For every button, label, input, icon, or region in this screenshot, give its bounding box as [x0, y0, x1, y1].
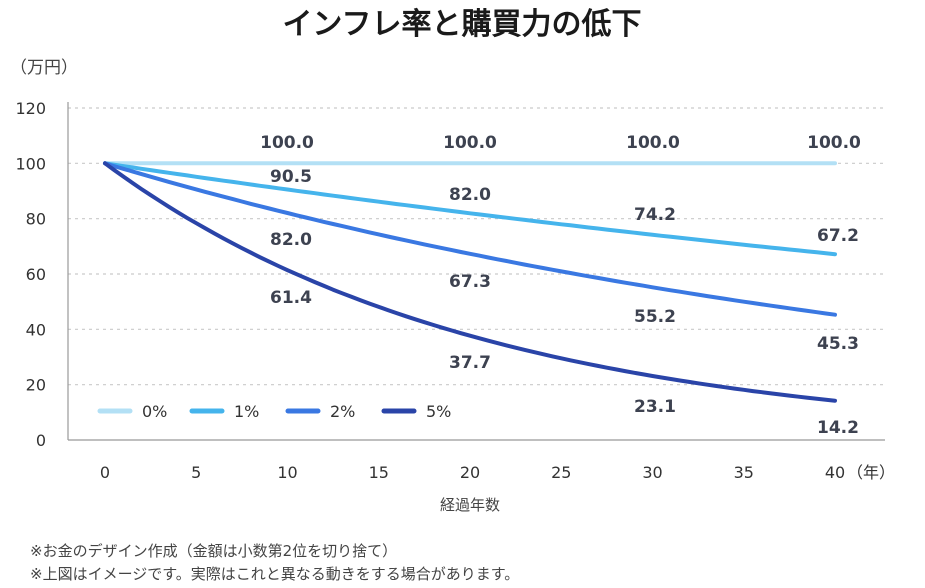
- data-label-0pct: 100.0: [807, 133, 861, 153]
- x-tick-label: 0: [100, 463, 110, 482]
- x-tick-label: 30: [642, 463, 662, 482]
- series-lines: [103, 161, 837, 403]
- data-label-0pct: 100.0: [626, 133, 680, 153]
- data-label-0pct: 100.0: [443, 133, 497, 153]
- chart-title: インフレ率と購買力の低下: [282, 7, 641, 42]
- series-line-5pct: [103, 161, 837, 403]
- legend: 0% 1% 2% 5%: [97, 402, 451, 421]
- legend-label: 1%: [234, 402, 259, 421]
- note-source: ※お金のデザイン作成（金額は小数第2位を切り捨て）: [30, 542, 398, 560]
- y-tick-label: 80: [26, 210, 46, 229]
- data-label-2pct: 55.2: [634, 307, 676, 327]
- data-label-0pct: 100.0: [260, 133, 314, 153]
- y-tick-label: 20: [26, 376, 46, 395]
- data-label-1pct: 74.2: [634, 205, 676, 225]
- data-label-1pct: 67.2: [817, 226, 859, 246]
- y-axis-unit: （万円）: [10, 58, 78, 78]
- data-label-2pct: 67.3: [449, 272, 491, 292]
- data-label-1pct: 82.0: [449, 185, 491, 205]
- y-tick-label: 60: [26, 265, 46, 284]
- y-tick-label: 0: [36, 431, 46, 450]
- data-label-5pct: 37.7: [449, 353, 491, 373]
- data-label-2pct: 45.3: [817, 334, 859, 354]
- x-axis-unit: （年）: [847, 463, 895, 482]
- y-tick-label: 120: [15, 99, 46, 118]
- data-labels: 100.0 100.0 100.0 100.0 90.5 82.0 74.2 67.2 82.0…: [260, 133, 861, 438]
- data-label-1pct: 90.5: [270, 167, 312, 187]
- x-tick-label: 25: [551, 463, 571, 482]
- data-label-5pct: 14.2: [817, 418, 859, 438]
- x-tick-label: 35: [734, 463, 754, 482]
- y-tick-label: 40: [26, 320, 46, 339]
- legend-label: 5%: [426, 402, 451, 421]
- data-label-5pct: 23.1: [634, 397, 676, 417]
- data-label-5pct: 61.4: [270, 288, 312, 308]
- x-axis-label: 経過年数: [440, 496, 500, 514]
- note-disclaimer: ※上図はイメージです。実際はこれと異なる動きをする場合があります。: [30, 565, 520, 583]
- x-tick-label: 10: [277, 463, 297, 482]
- y-tick-label: 100: [15, 154, 46, 173]
- legend-label: 0%: [142, 402, 167, 421]
- x-tick-label: 20: [460, 463, 480, 482]
- series-line-2pct: [103, 161, 837, 317]
- series-line-1pct: [103, 161, 837, 257]
- x-tick-label: 5: [191, 463, 201, 482]
- x-tick-label: 15: [369, 463, 389, 482]
- x-tick-label: 40: [825, 463, 845, 482]
- legend-label: 2%: [330, 402, 355, 421]
- data-label-2pct: 82.0: [270, 230, 312, 250]
